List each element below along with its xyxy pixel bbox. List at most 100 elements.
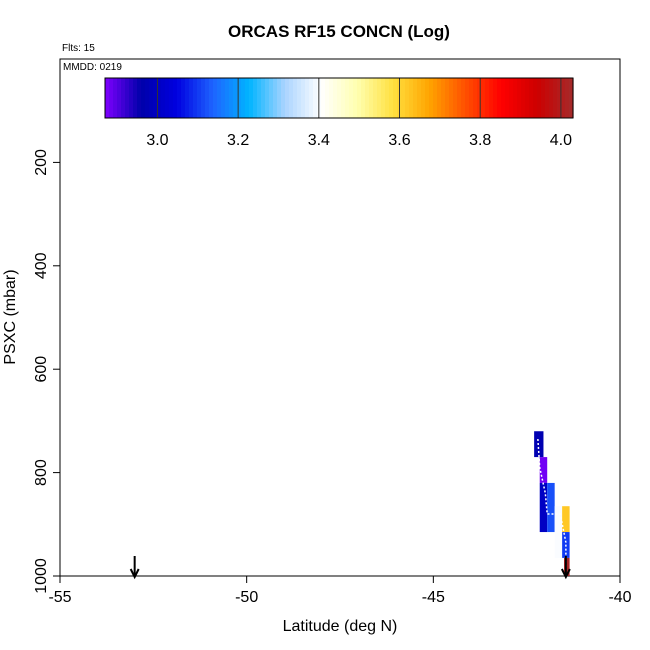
data-cell [562,506,570,533]
date-label: MMDD: 0219 [63,62,122,73]
colorbar-swatch [509,78,514,118]
colorbar-swatch [313,78,318,118]
colorbar-swatch [405,78,410,118]
y-tick-label: 400 [33,252,50,279]
colorbar-swatch [265,78,270,118]
colorbar-swatch [141,78,146,118]
colorbar-swatch [185,78,190,118]
colorbar-swatch [133,78,138,118]
colorbar-swatch [545,78,550,118]
arrows [129,556,571,580]
y-axis: 200 400 600 800 1000 [33,149,60,594]
colorbar-swatch [533,78,538,118]
colorbar-swatch [181,78,186,118]
colorbar-swatch [569,78,574,118]
colorbar-swatch [421,78,426,118]
colorbar-swatch [453,78,458,118]
colorbar-swatch [333,78,338,118]
colorbar-swatch [561,78,566,118]
colorbar-swatch [369,78,374,118]
colorbar-swatch [249,78,254,118]
data-cell [539,482,548,533]
y-tick-label: 600 [33,356,50,383]
colorbar-swatch [385,78,390,118]
colorbar-swatch [381,78,386,118]
colorbar-swatch [241,78,246,118]
colorbar-swatch [253,78,258,118]
x-axis-label: Latitude (deg N) [283,618,398,635]
x-axis: -55 -50 -45 -40 [48,576,632,606]
colorbar-swatch [225,78,230,118]
colorbar-swatch [297,78,302,118]
colorbar-swatch [353,78,358,118]
colorbar-swatch [205,78,210,118]
colorbar-swatch [197,78,202,118]
colorbar-swatch [177,78,182,118]
colorbar-swatch [445,78,450,118]
colorbar-swatch [161,78,166,118]
colorbar-tick-label: 3.2 [227,132,249,149]
colorbar-swatch [189,78,194,118]
colorbar-swatch [209,78,214,118]
colorbar-swatch [409,78,414,118]
colorbar-swatch [425,78,430,118]
colorbar-swatch [529,78,534,118]
y-axis-label: PSXC (mbar) [2,269,19,364]
colorbar-swatch [337,78,342,118]
colorbar-swatch [137,78,142,118]
colorbar-swatch [173,78,178,118]
colorbar-swatch [145,78,150,118]
plot-frame [59,58,621,577]
colorbar-swatch [477,78,482,118]
colorbar-swatch [269,78,274,118]
colorbar-swatch [565,78,570,118]
colorbar-swatch [433,78,438,118]
colorbar-swatch [233,78,238,118]
colorbar-swatch [289,78,294,118]
colorbar-swatch [365,78,370,118]
colorbar-swatch [245,78,250,118]
colorbar-swatch [469,78,474,118]
y-tick-label: 200 [33,149,50,176]
colorbar-swatch [217,78,222,118]
colorbar-swatch [361,78,366,118]
colorbar-swatch [301,78,306,118]
colorbar-swatch [325,78,330,118]
colorbar-swatch [393,78,398,118]
colorbar-swatch [105,78,110,118]
colorbar-swatch [557,78,562,118]
colorbar-swatch [513,78,518,118]
colorbar-swatch [169,78,174,118]
colorbar-swatch [541,78,546,118]
colorbar-swatch [345,78,350,118]
colorbar-swatch [349,78,354,118]
colorbar-swatch [441,78,446,118]
track-line [537,438,567,569]
colorbar-swatch [357,78,362,118]
down-arrow-icon [560,556,571,580]
colorbar-swatch [309,78,314,118]
data-cell [539,457,548,483]
colorbar-swatch [457,78,462,118]
colorbar: 3.0 3.2 3.4 3.6 3.8 4.0 [104,77,574,149]
colorbar-swatch [261,78,266,118]
colorbar-swatch [521,78,526,118]
colorbar-swatch [129,78,134,118]
colorbar-swatch [401,78,406,118]
colorbar-swatch [201,78,206,118]
colorbar-swatch [117,78,122,118]
colorbar-swatch [257,78,262,118]
colorbar-swatch [237,78,242,118]
y-tick-label: 1000 [33,558,50,594]
colorbar-swatch [429,78,434,118]
x-tick-label: -50 [235,589,258,606]
colorbar-swatch [121,78,126,118]
colorbar-swatch [437,78,442,118]
colorbar-swatch [465,78,470,118]
data-cell [554,506,563,558]
colorbar-swatch [193,78,198,118]
colorbar-swatch [125,78,130,118]
colorbar-swatch [413,78,418,118]
flights-label: Flts: 15 [62,43,95,54]
